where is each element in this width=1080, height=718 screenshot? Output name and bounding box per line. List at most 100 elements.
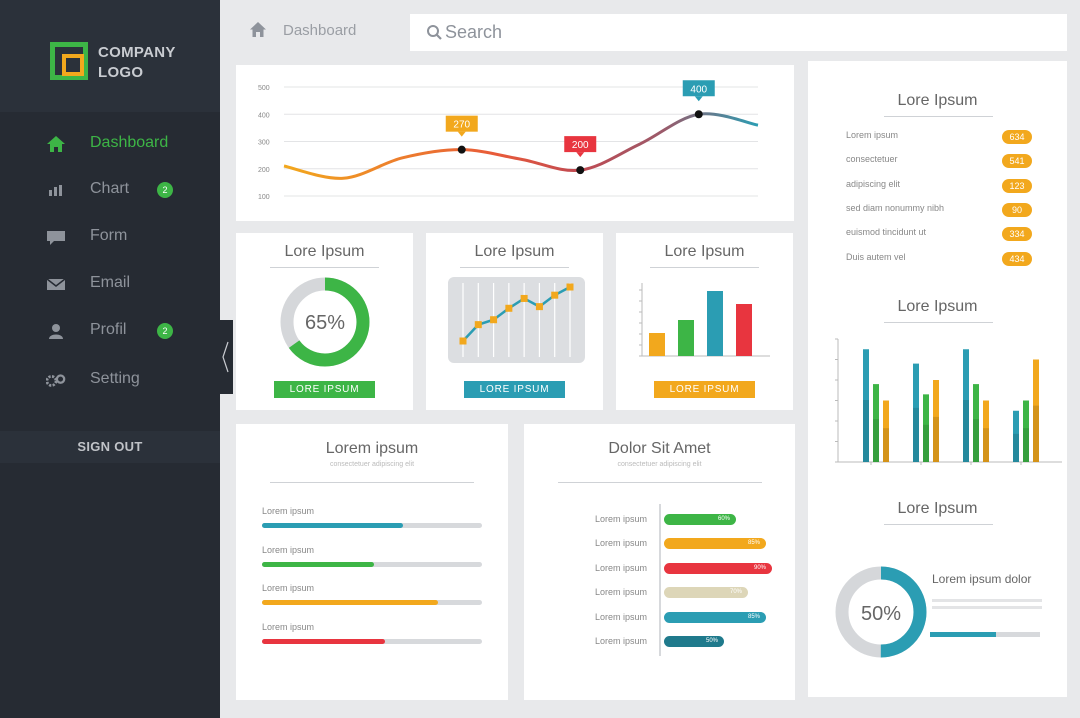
- data-point: [459, 337, 467, 345]
- bar: [736, 304, 752, 356]
- stat-label: euismod tincidunt ut: [846, 227, 927, 238]
- annotation-pointer: [457, 131, 466, 137]
- hbar-card: Dolor Sit Amet consectetuer adipiscing e…: [524, 424, 795, 700]
- hbar: 85%: [664, 611, 766, 623]
- progress-label: Lorem ipsum: [262, 506, 315, 516]
- bar-shade: [883, 428, 889, 462]
- sidebar-item-chart[interactable]: Chart 2: [0, 170, 220, 210]
- stat-badge: 434: [1002, 251, 1032, 266]
- stat-badge: 634: [1002, 130, 1032, 144]
- card-subtitle: consectetuer adipiscing elit: [329, 461, 415, 468]
- line-chart: 500 400 300 200 100 270 200 400: [258, 80, 759, 201]
- data-point: [457, 145, 466, 154]
- y-tick-label: 500: [258, 85, 270, 92]
- donut-value-arc: [835, 566, 927, 658]
- lore-ipsum-button[interactable]: LORE IPSUM: [274, 381, 375, 398]
- stat-badge: 334: [1002, 227, 1032, 242]
- progress-fill: [262, 561, 375, 567]
- progress-track: [262, 638, 482, 644]
- lore-ipsum-button[interactable]: LORE IPSUM: [464, 381, 565, 398]
- small-line-card: Lore Ipsum LORE IPSUM: [426, 233, 603, 410]
- hbar-value: 60%: [717, 516, 730, 522]
- progress-label: Lorem ipsum: [262, 583, 315, 593]
- sidebar-item-label: Email: [90, 274, 131, 291]
- annotation-label: 270: [453, 120, 470, 131]
- data-point: [694, 110, 703, 119]
- sidebar-toggle[interactable]: [220, 320, 233, 394]
- gears-icon: [46, 374, 66, 387]
- bar: [883, 400, 889, 462]
- stat-badge: 541: [1002, 154, 1032, 169]
- annotation-label: 200: [572, 140, 589, 151]
- stat-label: sed diam nonummy nibh: [846, 202, 945, 213]
- hbar: 70%: [664, 587, 748, 599]
- sidebar-item-dashboard[interactable]: Dashboard: [0, 124, 220, 164]
- card-subtitle: consectetuer adipiscing elit: [617, 461, 702, 468]
- y-tick-label: 100: [258, 194, 270, 201]
- progress-label: Lorem ipsum: [262, 544, 315, 555]
- sidebar-item-label: Profil: [90, 321, 127, 338]
- hbar-value: 85%: [747, 613, 760, 620]
- y-tick-label: 300: [258, 140, 270, 147]
- chat-bubble-icon: [47, 231, 65, 245]
- card-title: Lore Ipsum: [664, 243, 745, 260]
- hbar: 60%: [664, 514, 736, 525]
- chevron-left-icon: [222, 341, 229, 373]
- progress-track: [262, 561, 482, 567]
- progress-fill: [262, 600, 438, 605]
- bar: [963, 349, 969, 462]
- bar: [1023, 400, 1029, 462]
- divider: [884, 116, 993, 117]
- bar-shade: [913, 407, 919, 462]
- divider: [884, 322, 993, 323]
- bar-shade: [873, 419, 879, 462]
- sidebar-item-label: Form: [90, 227, 128, 244]
- company-logo-text: COMPANY LOGO: [98, 44, 176, 81]
- mini-progress-fill: [930, 632, 996, 637]
- card-title: Lore Ipsum: [284, 243, 365, 260]
- sidebar-item-form[interactable]: Form: [0, 217, 220, 257]
- data-point: [566, 283, 574, 291]
- progress-fill: [262, 523, 403, 528]
- bar: [873, 384, 879, 462]
- sidebar-item-label: Dashboard: [90, 134, 169, 151]
- user-icon: [49, 324, 63, 339]
- donut-value-arc: [280, 277, 370, 367]
- stat-label: Duis autem vel: [846, 251, 906, 262]
- y-tick-label: 200: [258, 167, 270, 174]
- stat-label: consectetuer: [846, 154, 898, 165]
- small-line-chart: [448, 277, 585, 363]
- lore-ipsum-button[interactable]: LORE IPSUM: [654, 381, 755, 398]
- sign-out-button[interactable]: SIGN OUT: [0, 431, 220, 463]
- card-title: Lore Ipsum: [897, 92, 978, 109]
- small-bar-chart: [639, 283, 770, 357]
- sidebar-item-email[interactable]: Email: [0, 264, 220, 304]
- hbar-label: Lorem ipsum: [595, 611, 648, 622]
- sidebar-item-setting[interactable]: Setting: [0, 360, 220, 400]
- breadcrumb[interactable]: Dashboard: [283, 22, 357, 39]
- bar: [983, 400, 989, 462]
- bar: [649, 333, 665, 356]
- bar-shade: [963, 399, 969, 462]
- sidebar-item-label: Setting: [90, 370, 140, 387]
- card-title: Lore Ipsum: [897, 298, 978, 315]
- bar-shade: [983, 428, 989, 462]
- data-point: [474, 321, 482, 329]
- notification-badge: 2: [157, 323, 173, 339]
- axis-line: [659, 504, 661, 656]
- bar-shade: [1013, 433, 1019, 462]
- sidebar-item-profil[interactable]: Profil 2: [0, 311, 220, 351]
- hbar: 50%: [664, 636, 724, 647]
- progress-row: Lorem ipsum: [236, 545, 508, 575]
- data-point: [551, 291, 559, 299]
- home-icon[interactable]: [249, 21, 267, 39]
- logo-area: COMPANY LOGO: [0, 0, 220, 112]
- hbar-label: Lorem ipsum: [595, 562, 648, 573]
- card-title: Dolor Sit Amet: [608, 440, 711, 457]
- search-input[interactable]: Search: [410, 14, 1067, 51]
- data-point: [520, 294, 528, 302]
- hbar-label: Lorem ipsum: [595, 538, 648, 549]
- divider: [270, 267, 379, 268]
- line-chart-card: 500 400 300 200 100 270 200 400: [236, 65, 794, 221]
- divider: [650, 267, 759, 268]
